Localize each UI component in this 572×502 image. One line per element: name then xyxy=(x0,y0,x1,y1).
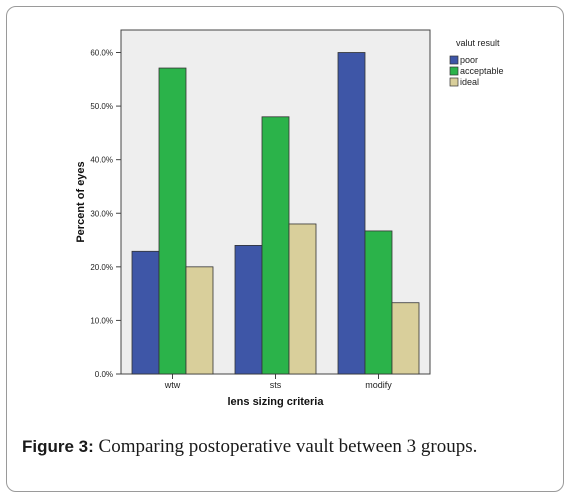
legend-swatch-poor xyxy=(449,55,459,65)
legend-label-acceptable: acceptable xyxy=(460,66,504,76)
x-tick-label: modify xyxy=(365,380,392,390)
bar-acceptable-sts xyxy=(261,116,290,375)
x-axis-title: lens sizing criteria xyxy=(228,396,325,408)
caption-label: Figure 3: xyxy=(22,437,94,456)
bar-poor-sts xyxy=(234,245,263,375)
legend-label-poor: poor xyxy=(460,55,478,65)
figure-caption: Figure 3: Comparing postoperative vault … xyxy=(22,436,477,458)
caption-text: Comparing postoperative vault between 3 … xyxy=(93,436,478,457)
y-tick-label: 10.0% xyxy=(90,316,113,325)
bar-chart: 0.0% 10.0% 20.0% 30.0% 40.0% 50.0% 60.0% wtw st… xyxy=(75,29,504,408)
x-axis: wtw sts modify xyxy=(164,374,392,390)
bar-ideal-sts xyxy=(288,223,317,375)
x-tick-label: wtw xyxy=(164,380,181,390)
legend-title: valut result xyxy=(456,38,500,48)
bar-poor-modify xyxy=(337,52,366,375)
y-tick-label: 20.0% xyxy=(90,263,113,272)
bar-acceptable-wtw xyxy=(158,67,187,375)
y-axis-title: Percent of eyes xyxy=(75,161,87,242)
y-tick-label: 0.0% xyxy=(95,370,113,379)
y-tick-label: 40.0% xyxy=(90,156,113,165)
bar-ideal-modify xyxy=(391,302,420,375)
y-tick-label: 50.0% xyxy=(90,102,113,111)
legend-label-ideal: ideal xyxy=(460,77,479,87)
bar-poor-wtw xyxy=(131,250,160,375)
bar-acceptable-modify xyxy=(364,230,393,375)
bars-group xyxy=(131,52,420,375)
bar-ideal-wtw xyxy=(185,266,214,375)
y-tick-label: 60.0% xyxy=(90,49,113,58)
x-tick-label: sts xyxy=(270,380,282,390)
legend-swatch-ideal xyxy=(449,77,459,87)
y-tick-label: 30.0% xyxy=(90,209,113,218)
legend-swatch-acceptable xyxy=(449,66,459,76)
y-axis: 0.0% 10.0% 20.0% 30.0% 40.0% 50.0% 60.0% xyxy=(90,49,121,379)
